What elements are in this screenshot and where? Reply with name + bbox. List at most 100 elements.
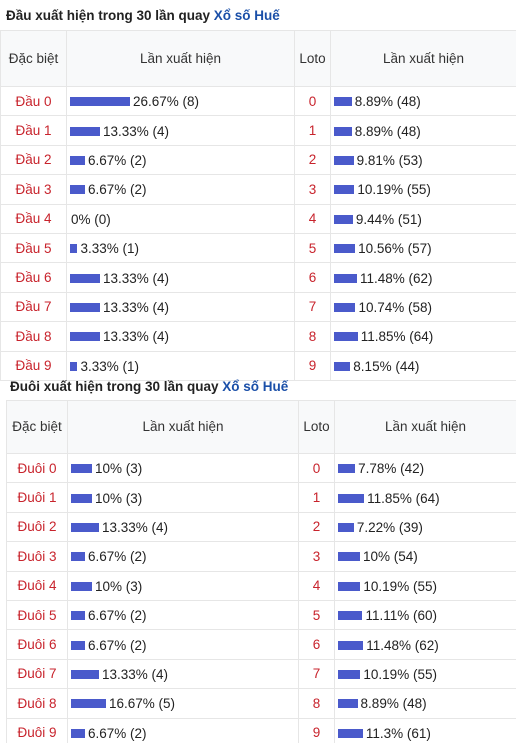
- row-label[interactable]: Đuôi 2: [6, 511, 68, 543]
- loto-number[interactable]: 1: [294, 115, 331, 146]
- appear-cell: 6.67% (2): [67, 717, 299, 743]
- loto-appear-cell: 7.22% (39): [334, 511, 516, 543]
- loto-frequency-bar: [338, 611, 363, 621]
- appear-cell: 3.33% (1): [66, 350, 295, 381]
- appear-cell: 13.33% (4): [66, 115, 295, 146]
- loto-frequency-value: 10% (54): [363, 549, 418, 565]
- row-label[interactable]: Đuôi 3: [6, 541, 68, 572]
- frequency-bar: [71, 552, 85, 562]
- col-special-header: Đặc biệt: [0, 30, 67, 87]
- loto-number[interactable]: 1: [298, 482, 335, 513]
- loto-number[interactable]: 3: [298, 541, 335, 572]
- frequency-value: 6.67% (2): [88, 608, 147, 624]
- frequency-bar: [71, 640, 85, 650]
- loto-frequency-value: 8.89% (48): [354, 123, 421, 139]
- duoi-heading-link[interactable]: Xổ số Huế: [222, 379, 289, 394]
- col-appear-header: Lần xuất hiện: [67, 400, 299, 454]
- col-loto-header: Loto: [294, 30, 331, 87]
- table-row: Đuôi 9 6.67% (2) 9 11.3% (61): [6, 717, 516, 743]
- row-label[interactable]: Đầu 7: [0, 291, 67, 323]
- frequency-value: 6.67% (2): [88, 182, 147, 198]
- loto-number[interactable]: 6: [298, 629, 335, 660]
- duoi-table-body: Đuôi 0 10% (3) 0 7.78% (42) Đuôi 1 10% (3) 1 11…: [6, 452, 516, 743]
- row-label[interactable]: Đuôi 5: [6, 599, 68, 631]
- appear-cell: 10% (3): [67, 452, 299, 484]
- row-label[interactable]: Đầu 2: [0, 144, 67, 176]
- frequency-bar: [70, 126, 100, 136]
- row-label[interactable]: Đuôi 8: [6, 688, 68, 719]
- loto-frequency-bar: [338, 552, 360, 562]
- row-label[interactable]: Đầu 0: [0, 85, 67, 117]
- duoi-heading: Đuôi xuất hiện trong 30 lần quay Xổ số H…: [6, 373, 516, 400]
- col-appear2-header: Lần xuất hiện: [334, 400, 516, 454]
- dau-heading: Đầu xuất hiện trong 30 lần quay Xổ số Hu…: [0, 0, 516, 30]
- row-label[interactable]: Đuôi 7: [6, 658, 68, 690]
- col-appear2-header: Lần xuất hiện: [330, 30, 516, 87]
- loto-appear-cell: 8.89% (48): [330, 115, 516, 146]
- dau-heading-link[interactable]: Xổ số Huế: [213, 8, 280, 23]
- row-label[interactable]: Đuôi 4: [6, 570, 68, 601]
- duoi-table: Đặc biệt Lần xuất hiện Loto Lần xuất hiệ…: [6, 400, 516, 743]
- duoi-heading-text: Đuôi xuất hiện trong 30 lần quay: [10, 379, 223, 394]
- loto-number[interactable]: 2: [298, 511, 335, 543]
- table-row: Đầu 4 0% (0) 4 9.44% (51): [0, 203, 516, 234]
- loto-number[interactable]: 2: [294, 144, 331, 176]
- table-row: Đầu 5 3.33% (1) 5 10.56% (57): [0, 232, 516, 264]
- row-label[interactable]: Đầu 5: [0, 232, 67, 264]
- table-row: Đuôi 0 10% (3) 0 7.78% (42): [6, 452, 516, 484]
- loto-number[interactable]: 0: [294, 85, 331, 117]
- loto-number[interactable]: 9: [298, 717, 335, 743]
- row-label[interactable]: Đầu 4: [0, 203, 67, 234]
- loto-number[interactable]: 5: [294, 232, 331, 264]
- loto-frequency-bar: [334, 185, 355, 195]
- frequency-value: 10% (3): [95, 578, 143, 594]
- loto-number[interactable]: 6: [294, 262, 331, 293]
- loto-appear-cell: 10.19% (55): [334, 570, 516, 601]
- loto-frequency-value: 7.78% (42): [358, 461, 425, 477]
- loto-appear-cell: 10.19% (55): [334, 658, 516, 690]
- loto-appear-cell: 8.89% (48): [334, 688, 516, 719]
- frequency-bar: [70, 273, 100, 283]
- loto-frequency-value: 11.48% (62): [359, 270, 433, 286]
- table-row: Đầu 3 6.67% (2) 3 10.19% (55): [0, 174, 516, 205]
- loto-frequency-bar: [338, 522, 354, 532]
- frequency-bar: [71, 464, 92, 474]
- frequency-value: 3.33% (1): [80, 358, 140, 374]
- loto-frequency-bar: [338, 581, 361, 591]
- loto-appear-cell: 10% (54): [334, 541, 516, 572]
- loto-number[interactable]: 4: [294, 203, 331, 234]
- frequency-value: 13.33% (4): [101, 519, 169, 535]
- table-row: Đuôi 4 10% (3) 4 10.19% (55): [6, 570, 516, 601]
- row-label[interactable]: Đuôi 6: [6, 629, 68, 660]
- col-loto-header: Loto: [298, 400, 335, 454]
- row-label[interactable]: Đầu 6: [0, 262, 67, 293]
- row-label[interactable]: Đuôi 9: [6, 717, 68, 743]
- loto-number[interactable]: 5: [298, 599, 335, 631]
- frequency-value: 13.33% (4): [102, 123, 170, 139]
- row-label[interactable]: Đuôi 1: [6, 482, 68, 513]
- loto-number[interactable]: 8: [294, 321, 331, 352]
- loto-number[interactable]: 8: [298, 688, 335, 719]
- table-row: Đầu 6 13.33% (4) 6 11.48% (62): [0, 262, 516, 293]
- row-label[interactable]: Đuôi 0: [6, 452, 68, 484]
- loto-number[interactable]: 4: [298, 570, 335, 601]
- loto-frequency-bar: [338, 728, 363, 738]
- dau-table: Đặc biệt Lần xuất hiện Loto Lần xuất hiệ…: [0, 30, 516, 381]
- loto-number[interactable]: 7: [294, 291, 331, 323]
- loto-appear-cell: 8.89% (48): [330, 85, 516, 117]
- loto-number[interactable]: 3: [294, 174, 331, 205]
- loto-frequency-bar: [338, 493, 365, 503]
- appear-cell: 3.33% (1): [66, 232, 295, 264]
- table-row: Đuôi 7 13.33% (4) 7 10.19% (55): [6, 658, 516, 690]
- loto-frequency-value: 10.19% (55): [363, 666, 437, 682]
- row-label[interactable]: Đầu 3: [0, 174, 67, 205]
- row-label[interactable]: Đầu 1: [0, 115, 67, 146]
- loto-frequency-value: 8.89% (48): [354, 94, 421, 110]
- dau-table-body: Đầu 0 26.67% (8) 0 8.89% (48) Đầu 1 13.33% (4…: [0, 85, 516, 381]
- loto-frequency-bar: [334, 155, 354, 165]
- loto-number[interactable]: 0: [298, 452, 335, 484]
- row-label[interactable]: Đầu 9: [0, 350, 67, 381]
- row-label[interactable]: Đầu 8: [0, 321, 67, 352]
- loto-frequency-bar: [338, 699, 358, 709]
- loto-number[interactable]: 7: [298, 658, 335, 690]
